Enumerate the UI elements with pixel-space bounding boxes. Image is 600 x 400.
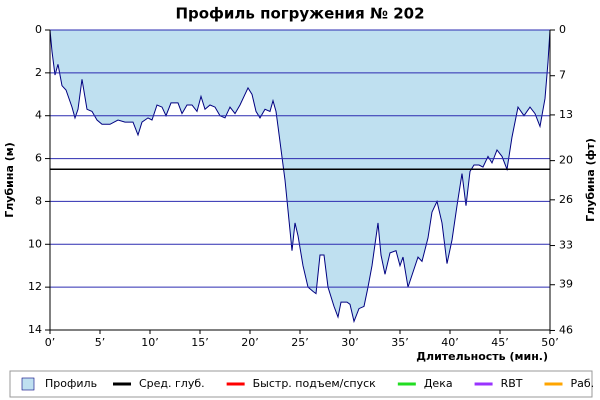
legend-label: Сред. глуб.	[139, 377, 205, 390]
y-tick-label: 0	[35, 23, 42, 36]
x-tick-label: 45’	[491, 336, 509, 349]
y2-tick-label: 46	[559, 323, 573, 336]
x-tick-label: 40’	[441, 336, 459, 349]
y-tick-label: 8	[35, 194, 42, 207]
y2-tick-label: 7	[559, 69, 566, 82]
chart-title: Профиль погружения № 202	[175, 5, 424, 23]
legend-label: Раб.	[571, 377, 595, 390]
legend-label: Дека	[424, 377, 453, 390]
x-tick-label: 50’	[541, 336, 559, 349]
y2-tick-label: 26	[559, 193, 573, 206]
legend-label: RBT	[501, 377, 523, 390]
x-axis-label: Длительность (мин.)	[416, 350, 548, 363]
y-tick-label: 6	[35, 152, 42, 165]
x-tick-label: 20’	[241, 336, 259, 349]
y2-tick-label: 39	[559, 278, 573, 291]
y-tick-label: 4	[35, 109, 42, 122]
legend-label: Быстр. подъем/спуск	[253, 377, 377, 390]
y2-tick-label: 20	[559, 154, 573, 167]
legend-label: Профиль	[45, 377, 97, 390]
x-tick-label: 10’	[141, 336, 159, 349]
y2-tick-label: 33	[559, 239, 573, 252]
y-tick-label: 10	[28, 237, 42, 250]
x-tick-label: 15’	[191, 336, 209, 349]
x-tick-label: 0’	[45, 336, 56, 349]
x-tick-label: 25’	[291, 336, 309, 349]
x-tick-label: 5’	[95, 336, 106, 349]
y2-tick-label: 0	[559, 23, 566, 36]
y2-tick-label: 13	[559, 108, 573, 121]
legend-box	[9, 370, 593, 398]
y-tick-label: 2	[35, 66, 42, 79]
y-tick-label: 12	[28, 280, 42, 293]
y-axis-label: Глубина (м)	[3, 142, 16, 218]
y-tick-label: 14	[28, 323, 42, 336]
x-tick-label: 30’	[341, 336, 359, 349]
x-tick-label: 35’	[391, 336, 409, 349]
profile-area	[49, 29, 551, 324]
legend-swatch	[21, 377, 35, 391]
y2-axis-label: Глубина (фт)	[584, 138, 597, 222]
